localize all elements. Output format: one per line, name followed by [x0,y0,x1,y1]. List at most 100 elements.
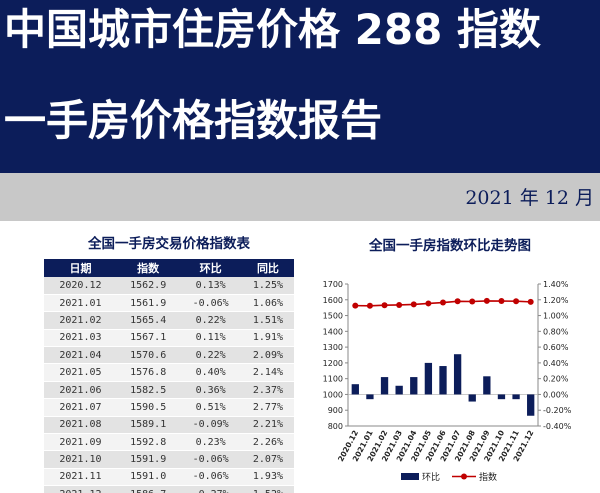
legend-label-mom: 环比 [422,471,440,483]
right-tick-label: 0.40% [543,359,569,368]
legend-marker-index [461,473,467,480]
index-point [410,301,417,308]
header-date: 日期 [44,259,117,277]
mom-bar [395,385,403,395]
index-point [454,298,461,305]
cell-yoy: 1.91% [241,329,294,348]
cell-index: 1591.9 [116,450,180,469]
legend-swatch-mom [401,473,419,480]
cell-mom: 0.11% [179,329,242,348]
table-row: 2021.04 1570.6 0.22% 2.09% [44,346,294,365]
table-row: 2021.121586.7-0.27%1.52% [44,485,294,493]
left-tick-label: 900 [328,406,343,415]
left-tick-label: 1600 [323,296,343,305]
cell-mom: 0.36% [179,381,242,400]
cell-date: 2021.06 [44,381,117,400]
table-row: 2021.09 1592.8 0.23% 2.26% [44,433,294,452]
right-tick-label: 0.00% [543,390,569,399]
cell-index: 1589.1 [116,416,180,435]
cell-date: 2021.03 [44,329,117,348]
table-title: 全国一手房交易价格指数表 [88,236,250,252]
table-body: 2020.12 1562.9 0.13% 1.25% 2021.01 1561.9 -0.0… [44,277,294,493]
index-point [483,297,490,304]
cell-mom: 0.40% [179,363,242,382]
legend-label-index: 指数 [479,471,497,483]
chart-title: 全国一手房指数环比走势图 [369,238,531,254]
index-chart: 800 900 1000 1100 1200 1300 1400 1500 1600 1700 -0… [323,280,572,483]
left-tick-label: 1500 [323,312,343,321]
mom-bar [453,354,462,395]
left-tick-label: 1200 [323,359,343,368]
mom-bar [366,394,374,400]
mom-bar [439,366,447,395]
report-banner: 中国城市住房价格 288 指数 一手房价格指数报告 [0,0,600,173]
cell-date: 2021.05 [44,363,117,382]
cell-index: 1590.5 [116,398,180,417]
cell-mom: -0.06% [179,294,242,313]
table-row: 2021.10 1591.9 -0.06% 2.07% [44,450,294,469]
cell-yoy: 2.07% [241,450,294,469]
cell-yoy: 2.37% [241,381,294,400]
left-tick-label: 1400 [323,327,343,336]
table-row: 2021.05 1576.8 0.40% 2.14% [44,363,294,382]
right-tick-label: -0.20% [543,406,572,415]
cell-yoy: 1.93% [241,468,294,487]
mom-bar [497,394,506,400]
index-point [440,299,446,306]
index-point [366,302,373,309]
table-row: 2021.11 1591.0 -0.06% 1.93% [44,468,294,487]
mom-bar [468,394,476,402]
header-yoy: 同比 [241,259,294,277]
cell-yoy: 2.26% [241,433,294,452]
cell-mom: -0.27% [179,485,242,493]
cell-yoy: 1.25% [241,277,294,295]
mom-bar [380,377,389,395]
cell-index: 1567.1 [116,329,180,348]
table-row: 2021.03 1567.1 0.11% 1.91% [44,329,294,348]
mom-bar [483,376,491,395]
cell-yoy: 2.21% [241,416,294,435]
cell-index: 1586.7 [116,485,180,493]
table-row: 2021.07 1590.5 0.51% 2.77% [44,398,294,417]
mom-bar [351,384,359,395]
cell-yoy: 2.14% [241,363,294,382]
table-row: 2021.08 1589.1 -0.09% 2.21% [44,416,294,435]
cell-mom: 0.51% [179,398,242,417]
cell-date: 2021.09 [44,433,117,452]
report-title-line1: 中国城市住房价格 288 指数 [4,5,541,54]
cell-index: 1562.9 [116,277,180,295]
table-row: 2021.01 1561.9 -0.06% 1.06% [44,294,294,313]
right-tick-label: 0.20% [543,375,569,384]
cell-date: 2021.12 [44,485,117,493]
cell-date: 2021.11 [44,468,117,487]
cell-mom: -0.06% [179,468,242,487]
cell-index: 1576.8 [116,363,180,382]
cell-date: 2021.08 [44,416,117,435]
cell-mom: 0.22% [179,311,242,330]
right-tick-label: 1.00% [543,312,569,321]
cell-date: 2021.02 [44,311,117,330]
right-tick-label: 0.60% [543,343,569,352]
cell-index: 1582.5 [116,381,180,400]
right-tick-label: -0.40% [543,422,572,431]
left-tick-label: 1700 [323,280,343,289]
cell-mom: -0.09% [179,416,242,435]
mom-bar [527,394,535,416]
index-table: 日期 指数 环比 同比 2020.12 1562.9 0.13% 1.25% 2021.… [44,259,294,493]
cell-index: 1592.8 [116,433,180,452]
cell-mom: 0.23% [179,433,242,452]
left-tick-label: 800 [328,422,343,431]
index-point [498,298,505,305]
cell-mom: 0.22% [179,346,242,365]
cell-mom: -0.06% [179,450,242,469]
cell-yoy: 1.06% [241,294,294,313]
cell-index: 1570.6 [116,346,180,365]
report-title-line2: 一手房价格指数报告 [4,96,383,145]
cell-yoy: 1.51% [241,311,294,330]
mom-bar [512,394,520,400]
table-row: 2021.06 1582.5 0.36% 2.37% [44,381,294,400]
right-tick-label: 0.80% [543,327,569,336]
index-point [352,302,359,309]
cell-yoy: 1.52% [241,485,294,493]
table-row: 2021.02 1565.4 0.22% 1.51% [44,311,294,330]
